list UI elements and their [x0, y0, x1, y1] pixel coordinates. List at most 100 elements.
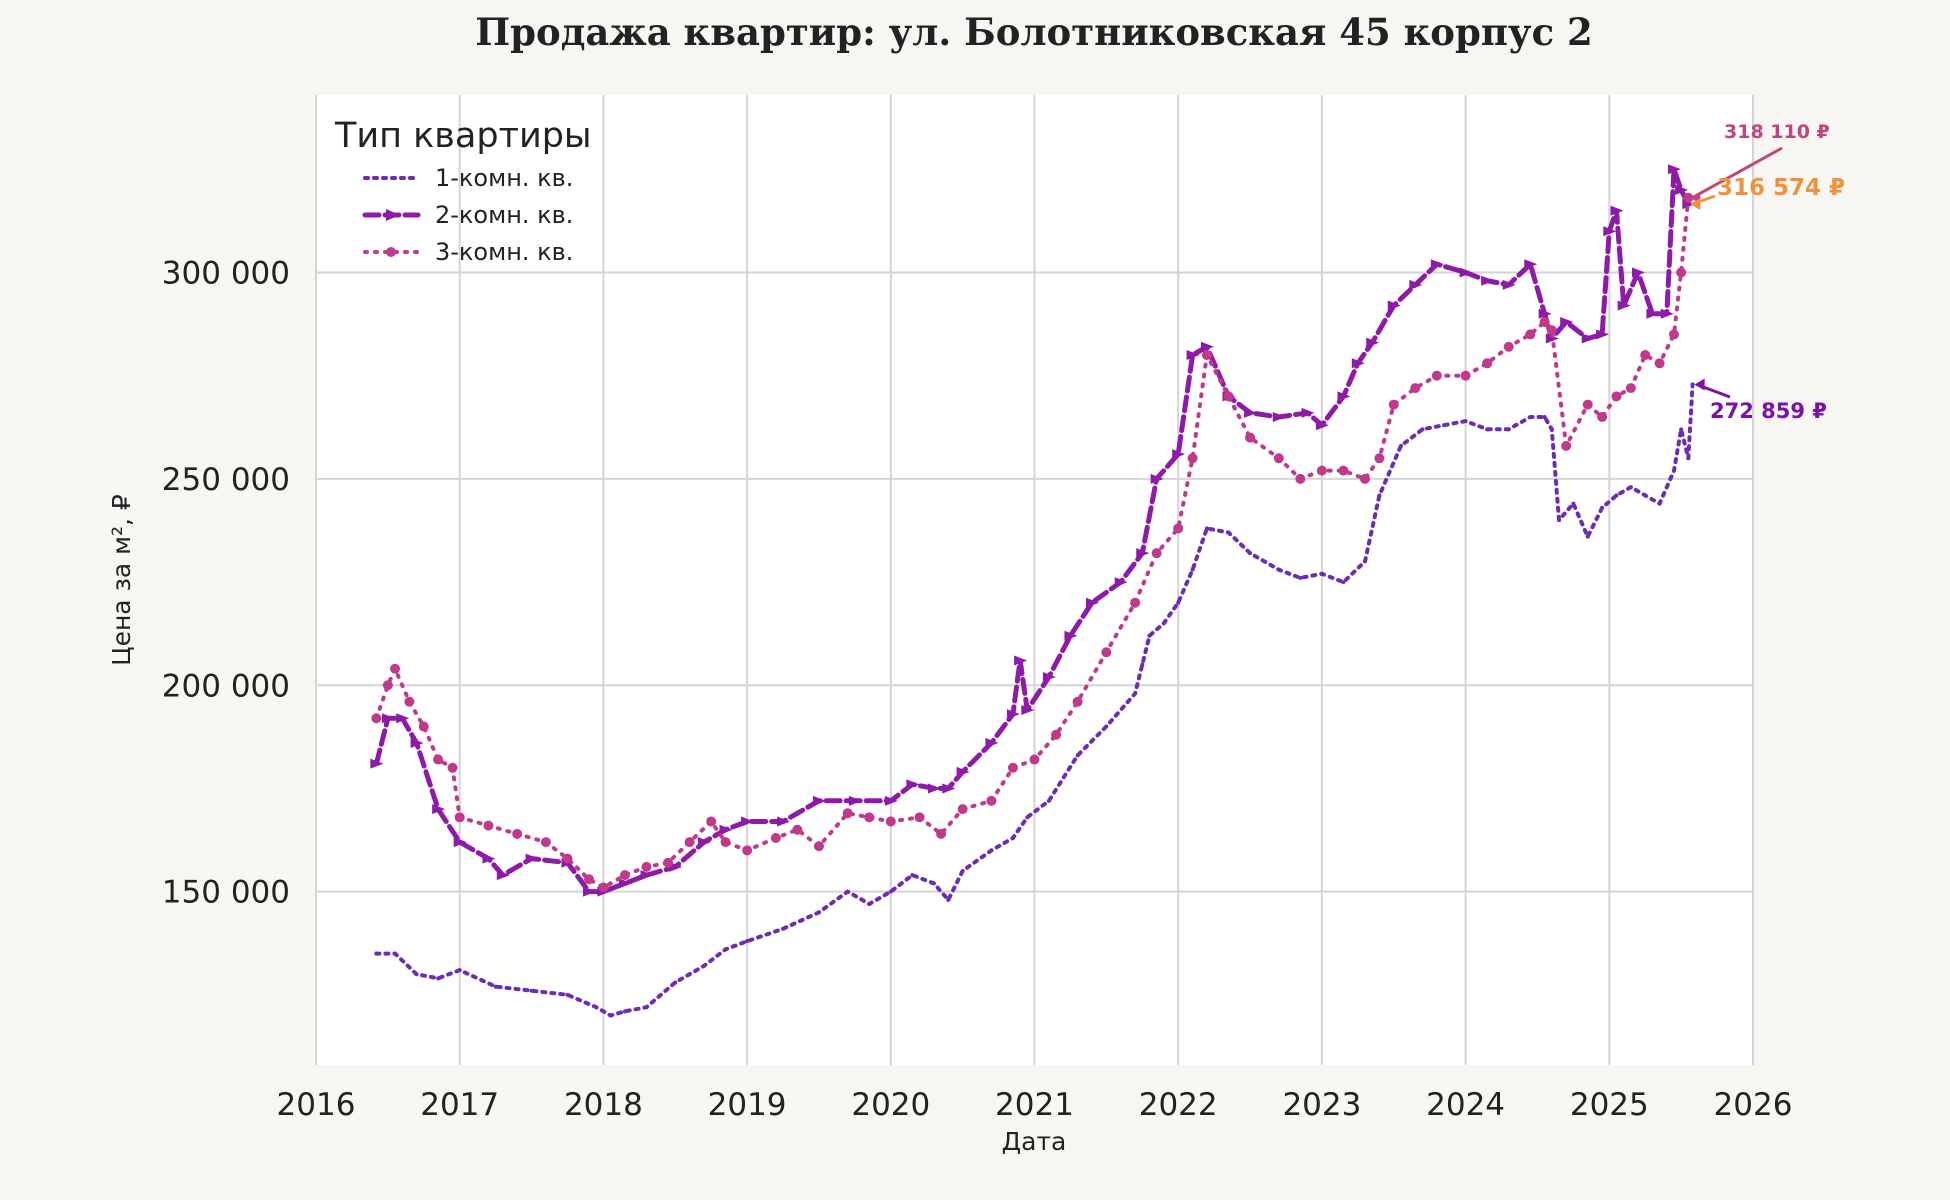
- data-point: [1610, 205, 1624, 216]
- data-point: [845, 889, 850, 894]
- data-point: [1646, 308, 1660, 319]
- grid: [315, 95, 1754, 1065]
- data-point: [619, 870, 630, 881]
- data-point: [1130, 597, 1141, 608]
- data-point: [496, 870, 510, 881]
- x-tick-label: 2021: [995, 1087, 1074, 1123]
- data-point: [1301, 407, 1315, 418]
- data-point: [986, 795, 997, 806]
- data-point: [885, 816, 896, 827]
- data-point: [1101, 647, 1112, 658]
- data-point: [447, 762, 458, 773]
- data-point: [1632, 267, 1646, 278]
- data-point: [1273, 453, 1284, 464]
- x-axis-label: Дата: [1002, 1127, 1067, 1156]
- data-point: [540, 837, 551, 848]
- data-point: [957, 804, 968, 815]
- data-point: [1161, 621, 1166, 626]
- data-point: [1463, 419, 1468, 424]
- data-point: [1409, 279, 1423, 290]
- annotation-arrowhead: [1690, 198, 1701, 211]
- data-point: [1201, 350, 1212, 361]
- data-point: [641, 861, 652, 872]
- data-point: [1315, 420, 1329, 431]
- data-point: [1248, 551, 1253, 556]
- data-point: [457, 968, 462, 973]
- data-point: [1560, 317, 1574, 328]
- data-point: [1006, 709, 1020, 720]
- x-tick-label: 2018: [564, 1087, 643, 1123]
- y-tick-label: 250 000: [162, 462, 290, 498]
- data-point: [1557, 518, 1562, 523]
- data-point: [1360, 473, 1371, 484]
- data-point: [644, 1005, 649, 1010]
- data-point: [1482, 358, 1493, 369]
- data-point: [382, 680, 393, 691]
- data-point: [453, 837, 467, 848]
- data-point: [1337, 391, 1351, 402]
- data-point: [1585, 534, 1590, 539]
- data-point: [370, 758, 384, 769]
- data-point: [1481, 275, 1495, 286]
- data-point: [404, 696, 415, 707]
- y-axis-ticks: 150 000 200 000 250 000 300 000: [162, 255, 290, 910]
- data-point: [906, 779, 920, 790]
- data-point: [946, 897, 951, 902]
- data-point: [1186, 350, 1200, 361]
- data-point: [1363, 559, 1368, 564]
- data-point: [1176, 600, 1181, 605]
- data-point: [1377, 493, 1382, 498]
- data-point: [812, 795, 826, 806]
- data-point: [1172, 449, 1186, 460]
- data-point: [1064, 630, 1078, 641]
- data-point: [745, 939, 750, 944]
- data-point: [1524, 259, 1538, 270]
- data-point: [864, 812, 875, 823]
- data-point: [720, 837, 731, 848]
- x-tick-label: 2023: [1282, 1087, 1361, 1123]
- data-point: [1244, 407, 1258, 418]
- data-point: [1341, 580, 1346, 585]
- data-point: [640, 870, 654, 881]
- legend-title: Тип квартиры: [334, 116, 592, 156]
- data-point: [565, 992, 570, 997]
- data-point: [742, 845, 753, 856]
- data-point: [1679, 427, 1684, 432]
- data-point: [1549, 427, 1554, 432]
- data-point: [418, 721, 429, 732]
- x-tick-label: 2024: [1426, 1087, 1505, 1123]
- data-point: [598, 882, 609, 893]
- data-point: [1686, 456, 1691, 461]
- data-point: [1410, 383, 1421, 394]
- data-point: [1133, 691, 1138, 696]
- data-point: [1654, 358, 1665, 369]
- data-point: [1528, 414, 1533, 419]
- data-point: [1430, 259, 1444, 270]
- x-tick-label: 2016: [277, 1087, 356, 1123]
- y-tick-label: 200 000: [162, 668, 290, 704]
- data-point: [1388, 399, 1399, 410]
- data-point: [723, 947, 728, 952]
- data-point: [1351, 358, 1365, 369]
- data-point: [584, 874, 595, 885]
- data-point: [594, 1005, 599, 1010]
- data-point: [396, 713, 410, 724]
- data-point: [562, 853, 573, 864]
- data-point: [1546, 325, 1557, 336]
- data-point: [1151, 548, 1162, 559]
- legend-marker: [386, 247, 396, 257]
- data-point: [1683, 192, 1694, 203]
- data-point: [381, 713, 395, 724]
- data-point: [910, 873, 915, 878]
- data-point: [1104, 724, 1109, 729]
- annotations: 318 110 ₽ 316 574 ₽ 272 859 ₽: [1690, 121, 1845, 423]
- data-point: [1503, 341, 1514, 352]
- data-point: [777, 816, 791, 827]
- data-point: [622, 1009, 627, 1014]
- data-point: [1545, 333, 1559, 344]
- legend: Тип квартиры 1-комн. кв. 2-комн. кв. 3-ком…: [334, 116, 592, 266]
- data-point: [706, 816, 717, 827]
- data-point: [1029, 754, 1040, 765]
- data-point: [1046, 798, 1051, 803]
- data-point: [1025, 815, 1030, 820]
